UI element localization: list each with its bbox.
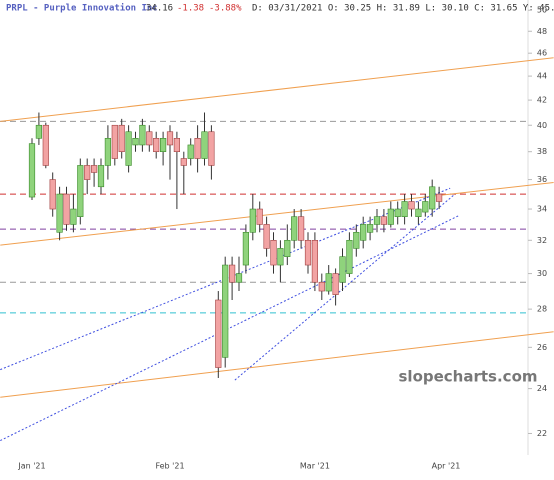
candle-body <box>249 208 256 233</box>
ohlc-details: D: 03/31/2021 O: 30.25 H: 31.89 L: 30.10… <box>252 4 554 14</box>
y-tick-label: 22 <box>537 429 547 438</box>
candle-body <box>408 201 415 210</box>
candle-body <box>35 124 42 139</box>
candle-body <box>346 239 353 274</box>
candle-body <box>429 186 436 210</box>
candle-body <box>270 239 277 266</box>
candle-body <box>201 131 208 159</box>
x-tick-label: Apr '21 <box>432 462 461 471</box>
candle-body <box>160 138 167 152</box>
candle-body <box>277 248 284 266</box>
candle-body <box>235 273 243 283</box>
candle-body <box>215 299 222 368</box>
candle-body <box>311 239 319 283</box>
change-pct: -3.88% <box>209 4 242 14</box>
candle-body <box>360 224 367 241</box>
change: -1.38 <box>177 4 204 14</box>
candle-body <box>297 216 305 241</box>
last-price: 34.16 <box>146 4 173 14</box>
candle-body <box>28 143 36 198</box>
trendline <box>0 181 554 246</box>
y-tick-label: 48 <box>537 27 547 36</box>
candle-body <box>166 131 174 146</box>
y-tick-label: 34 <box>537 205 547 214</box>
candle-body <box>387 208 394 225</box>
candle-body <box>380 216 388 225</box>
y-tick-label: 50 <box>537 6 547 15</box>
candle-body <box>291 216 298 241</box>
candle-body <box>70 208 77 225</box>
y-tick-label: 40 <box>537 121 547 130</box>
candle-body <box>77 165 84 217</box>
y-tick-label: 46 <box>537 49 547 58</box>
candle-body <box>63 193 70 225</box>
candle-body <box>332 273 339 295</box>
candle-body <box>139 124 146 146</box>
y-tick-label: 32 <box>537 236 547 245</box>
symbol: PRPL - Purple Innovation Inc <box>6 3 158 14</box>
candle-body <box>415 208 422 217</box>
candle-body <box>401 201 408 217</box>
candle-body <box>222 264 229 358</box>
y-tick-label: 38 <box>537 147 547 156</box>
candle-body <box>194 138 201 159</box>
candle-body <box>435 193 443 202</box>
watermark: slopecharts.com <box>399 368 538 386</box>
candle-body <box>91 165 98 173</box>
y-tick-label: 44 <box>537 72 547 81</box>
trendline <box>0 214 461 441</box>
candle-body <box>42 124 49 166</box>
candle-body <box>132 138 139 146</box>
trendline <box>234 193 456 381</box>
candle-body <box>153 138 160 152</box>
candle-body <box>111 124 118 159</box>
candle-body <box>353 231 360 249</box>
candle-body <box>284 239 291 257</box>
x-tick-label: Mar '21 <box>300 462 330 471</box>
y-tick-label: 36 <box>537 175 547 184</box>
candle-body <box>263 224 270 249</box>
candle-body <box>84 165 91 180</box>
x-tick-label: Feb '21 <box>155 462 184 471</box>
candle-body <box>104 138 111 166</box>
candle-body <box>339 256 346 283</box>
x-tick-label: Jan '21 <box>17 462 45 471</box>
candle-body <box>180 158 187 166</box>
y-tick-label: 42 <box>537 96 547 105</box>
y-tick-label: 28 <box>537 305 547 314</box>
candle-body <box>242 231 250 266</box>
candle-body <box>325 273 332 292</box>
y-tick-label: 26 <box>537 343 547 352</box>
candle-body <box>256 208 263 225</box>
candle-body <box>373 216 381 225</box>
candle-body <box>366 224 374 233</box>
candle-body <box>118 124 125 152</box>
candle-body <box>146 131 153 146</box>
candle-body <box>187 144 194 159</box>
trendline <box>0 331 554 398</box>
candle-body <box>49 179 56 210</box>
candle-body <box>318 281 325 292</box>
candle-body <box>422 201 429 213</box>
trendline <box>0 57 554 122</box>
candle-body <box>173 138 181 152</box>
candle-body <box>229 264 236 283</box>
candle-body <box>125 131 132 166</box>
candle-body <box>97 165 105 188</box>
y-tick-label: 24 <box>537 384 547 393</box>
candle-body <box>304 239 312 266</box>
candle-body <box>394 208 401 217</box>
candle-body <box>208 131 215 166</box>
candle-body <box>56 193 63 233</box>
y-tick-label: 30 <box>537 269 547 278</box>
